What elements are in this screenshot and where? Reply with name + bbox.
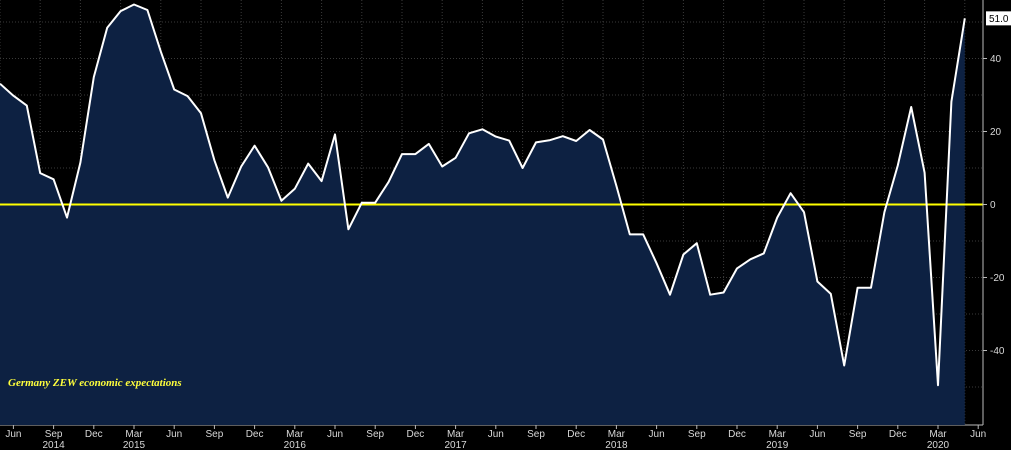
x-tick-label: Jun [970,429,986,440]
x-tick-label: Mar [769,429,787,440]
x-year-label: 2018 [605,440,628,450]
x-tick-label: Jun [809,429,825,440]
y-tick-label: 0 [990,200,996,211]
series-area [0,4,965,425]
y-tick-label: 20 [990,127,1002,138]
y-tick-label: -20 [990,273,1005,284]
x-tick-label: Jun [5,429,21,440]
y-tick-label: -40 [990,346,1005,357]
x-tick-label: Dec [407,429,425,440]
x-tick-label: Sep [45,429,63,440]
x-axis-ticks: Jun Sep Dec Mar Jun Sep Dec Mar Jun Sep Dec Mar Jun S… [5,425,986,450]
x-tick-label: Jun [166,429,182,440]
x-tick-label: Sep [527,429,545,440]
x-tick-label: Mar [286,429,304,440]
last-value-box [986,11,1011,26]
x-year-label: 2016 [284,440,307,450]
x-tick-label: Mar [608,429,626,440]
y-tick-label: 40 [990,54,1002,65]
y-axis-ticks: 40 20 0 -20 -40 [983,54,1005,357]
x-tick-label: Sep [366,429,384,440]
x-tick-label: Dec [889,429,907,440]
x-tick-label: Dec [246,429,264,440]
last-value-label: 51.0 [986,11,1011,26]
series-line [0,3,966,387]
x-tick-label: Dec [567,429,585,440]
series-annotation: Germany ZEW economic expectations [8,377,182,389]
x-year-label: 2015 [123,440,146,450]
x-tick-label: Jun [488,429,504,440]
x-tick-label: Mar [125,429,143,440]
x-tick-label: Sep [206,429,224,440]
x-tick-label: Dec [728,429,746,440]
x-tick-label: Mar [929,429,947,440]
x-year-label: 2014 [42,440,65,450]
x-year-label: 2020 [927,440,950,450]
x-year-label: 2019 [766,440,789,450]
last-value-text: 51.0 [989,14,1009,25]
x-tick-label: Sep [688,429,706,440]
x-tick-label: Dec [85,429,103,440]
x-tick-label: Mar [447,429,465,440]
x-tick-label: Jun [649,429,665,440]
x-tick-label: Jun [327,429,343,440]
x-year-label: 2017 [444,440,467,450]
x-tick-label: Sep [849,429,867,440]
